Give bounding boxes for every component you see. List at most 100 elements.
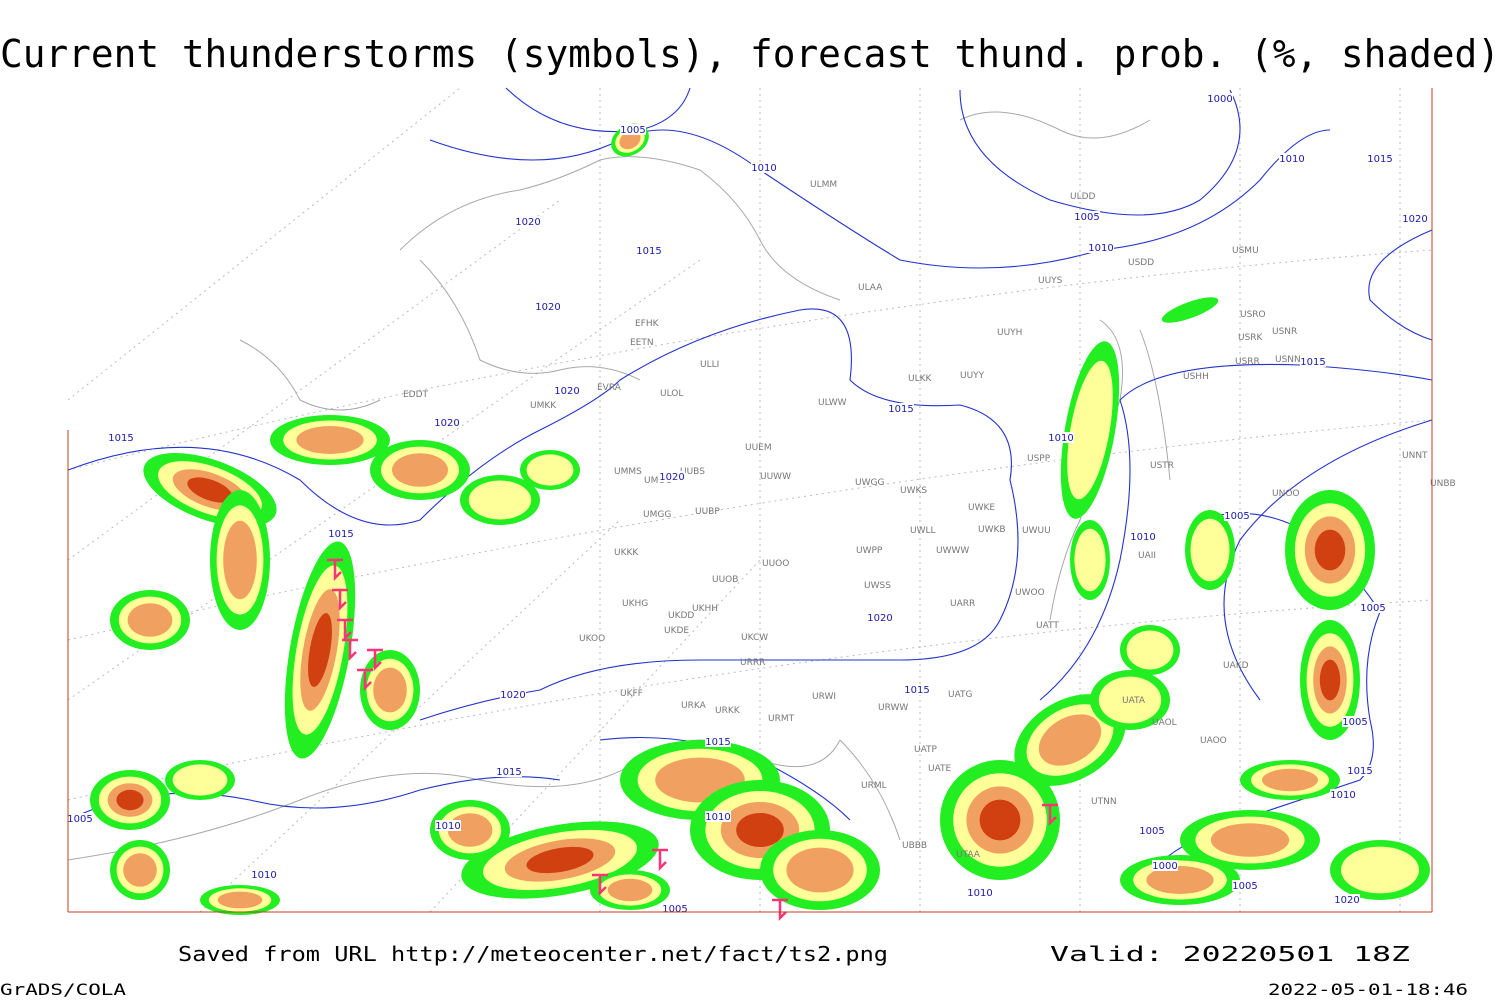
isobar-label-bg — [1367, 153, 1393, 164]
isobar-label-bg — [1347, 765, 1373, 776]
station-label: USTR — [1150, 461, 1174, 471]
station-label: UWLL — [910, 526, 936, 536]
map-title: Current thunderstorms (symbols), forecas… — [0, 32, 1500, 76]
prob-shade — [217, 891, 263, 909]
isobar-label-bg — [1130, 531, 1156, 542]
isobar-label: 1000 — [1152, 861, 1177, 872]
station-label: USNN — [1275, 355, 1301, 365]
prob-shade — [1126, 630, 1174, 670]
prob-shade — [187, 477, 233, 503]
station-label: UUYH — [997, 328, 1022, 338]
prob-shade — [526, 454, 574, 486]
station-label: UATG — [948, 690, 973, 700]
isobar-label: 1010 — [1048, 433, 1073, 444]
isobar-label-bg — [328, 528, 354, 539]
station-label: UKHH — [692, 604, 718, 614]
station-label: EDDT — [403, 390, 429, 400]
prob-shade — [607, 878, 653, 902]
source-url: Saved from URL http://meteocenter.net/fa… — [178, 942, 888, 966]
prob-shade — [123, 853, 157, 887]
isobar-label-bg — [1088, 242, 1114, 253]
isobar-label-bg — [434, 417, 460, 428]
isobar-label: 1000 — [1207, 94, 1232, 105]
prob-shade — [1341, 846, 1419, 894]
prob-shade — [1314, 529, 1346, 571]
station-label: ULAA — [858, 283, 883, 293]
station-label: UUOB — [712, 575, 738, 585]
isobar-label-bg — [1402, 213, 1428, 224]
storm-symbol — [342, 638, 358, 662]
station-label: UWGG — [855, 478, 884, 488]
isobar-label-bg — [888, 403, 914, 414]
isobar-label: 1010 — [967, 888, 992, 899]
station-label: UKOO — [579, 634, 605, 644]
prob-shade — [1319, 659, 1341, 701]
station-label: URKK — [715, 706, 741, 716]
isobar-label-bg — [1279, 153, 1305, 164]
station-label: URRR — [740, 658, 765, 668]
prob-shade — [1098, 676, 1162, 724]
station-label: USRK — [1238, 333, 1264, 343]
isobar-line — [1223, 419, 1433, 701]
isobar-label: 1020 — [554, 386, 579, 397]
map-labels: ULMM ULAA EFHK EETN ULLI ULOL EVRA EDDT UMKK ULWW… — [67, 93, 1456, 915]
prob-shade — [468, 480, 532, 520]
prob-shade — [223, 520, 257, 600]
prob-shade — [786, 847, 854, 893]
storm-symbol — [332, 588, 348, 612]
isobar-label-bg — [535, 301, 561, 312]
isobar-line — [67, 308, 1019, 721]
station-label: USHH — [1183, 372, 1209, 382]
isobar-label: 1015 — [1347, 766, 1372, 777]
isobar-label-bg — [515, 216, 541, 227]
storm-symbol — [772, 898, 788, 922]
isobar-label-bg — [1048, 432, 1074, 443]
isobar-label: 1015 — [108, 433, 133, 444]
isobar-label-bg — [636, 245, 662, 256]
isobar-label-bg — [967, 887, 993, 898]
prob-shade — [172, 764, 228, 796]
isobar-label-bg — [1360, 602, 1386, 613]
station-label: UMMS — [614, 467, 642, 477]
station-label: UMKK — [530, 401, 557, 411]
station-label: UUOO — [762, 559, 789, 569]
station-label: USRO — [1240, 310, 1266, 320]
station-label: UNOO — [1272, 489, 1300, 499]
software-credit: GrADS/COLA — [0, 980, 126, 999]
isobar-label: 1005 — [620, 125, 645, 136]
prob-shade — [736, 813, 784, 847]
station-label: UARR — [950, 599, 975, 609]
isobar-label: 1020 — [867, 613, 892, 624]
isobar-label: 1015 — [1300, 357, 1325, 368]
isobar-label: 1005 — [662, 904, 687, 915]
station-label: UUYY — [960, 371, 985, 381]
station-label: URMT — [768, 714, 795, 724]
prob-shade — [127, 603, 173, 637]
isobar-label: 1010 — [251, 870, 276, 881]
isobar-label: 1005 — [1360, 603, 1385, 614]
isobar-label: 1010 — [1130, 532, 1155, 543]
station-label: UNBB — [1430, 479, 1456, 489]
isobar-label: 1010 — [1330, 790, 1355, 801]
probability-shading — [90, 123, 1430, 915]
station-label: UNNT — [1402, 451, 1428, 461]
isobar-label: 1015 — [1367, 154, 1392, 165]
station-label: ULLI — [700, 360, 719, 370]
station-label: UWKB — [978, 525, 1006, 535]
isobar-label: 1010 — [1088, 243, 1113, 254]
storm-symbol — [652, 848, 668, 872]
station-label: UKCW — [741, 633, 768, 643]
station-label: EETN — [630, 338, 654, 348]
isobar-label-bg — [1074, 211, 1100, 222]
station-label: UKFF — [620, 689, 643, 699]
storm-symbol — [327, 558, 343, 582]
station-label: ULOL — [660, 389, 683, 399]
isobar-label: 1020 — [659, 472, 684, 483]
prob-shade — [979, 799, 1021, 841]
isobar-label: 1010 — [705, 812, 730, 823]
station-label: UWWW — [936, 546, 969, 556]
station-label: UATT — [1036, 621, 1059, 631]
storm-symbol — [1042, 803, 1058, 827]
station-label: ULWW — [818, 398, 847, 408]
